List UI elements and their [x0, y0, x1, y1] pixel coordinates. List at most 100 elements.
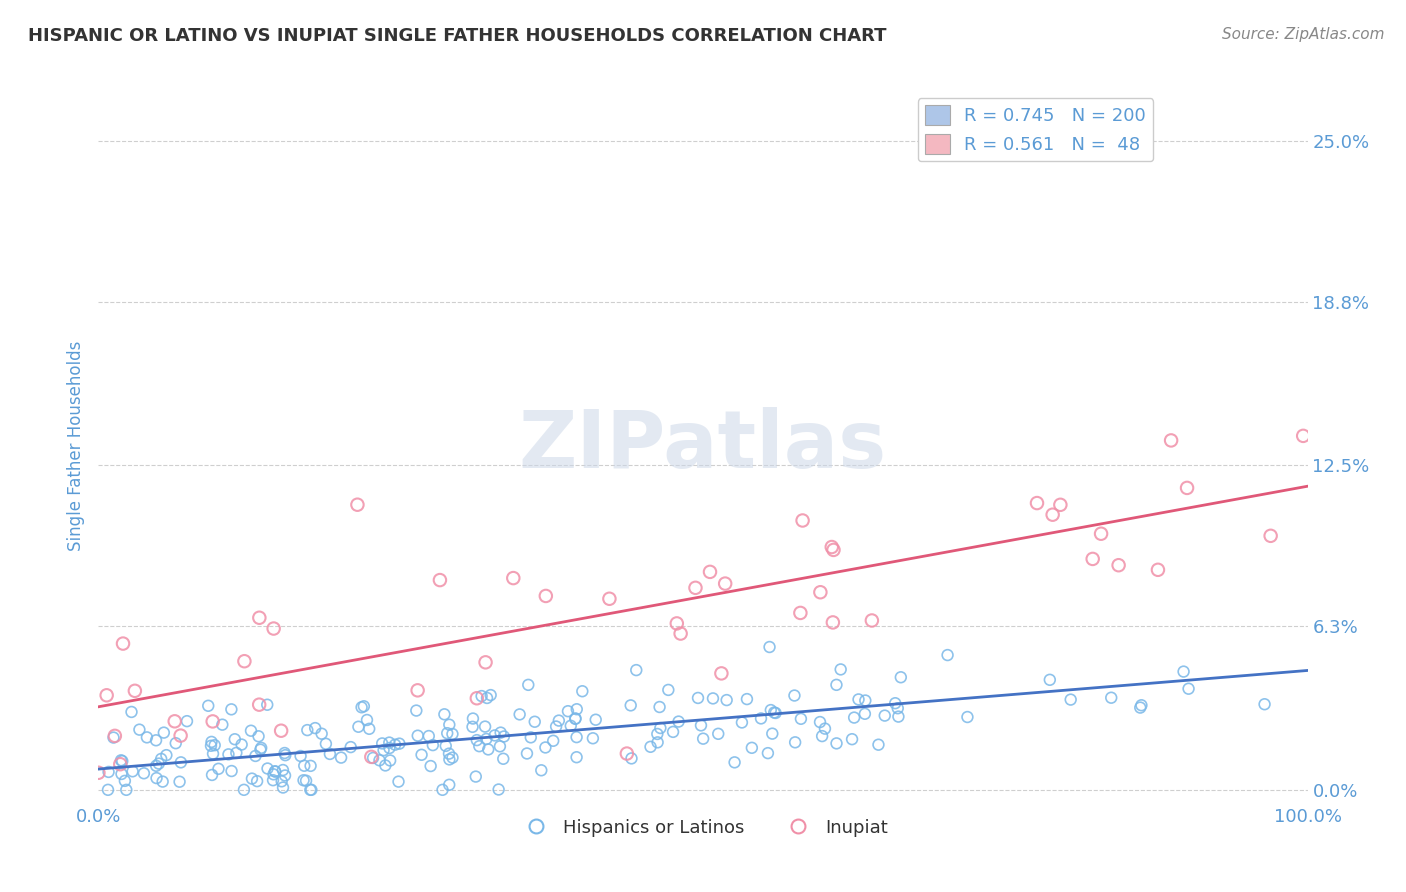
Legend: Hispanics or Latinos, Inupiat: Hispanics or Latinos, Inupiat: [510, 812, 896, 844]
Point: [565, 702, 588, 716]
Point: [690, 718, 713, 732]
Point: [330, 750, 353, 764]
Point: [201, 714, 224, 729]
Point: [110, 767, 132, 781]
Point: [489, 725, 512, 739]
Point: [169, 729, 191, 743]
Point: [1147, 563, 1170, 577]
Point: [1292, 429, 1315, 443]
Point: [844, 710, 866, 724]
Point: [1039, 673, 1062, 687]
Point: [564, 711, 586, 725]
Point: [662, 724, 685, 739]
Point: [547, 714, 569, 728]
Point: [890, 670, 912, 684]
Point: [165, 736, 187, 750]
Point: [821, 615, 844, 630]
Point: [246, 774, 269, 789]
Point: [378, 735, 401, 749]
Point: [668, 714, 690, 729]
Point: [714, 576, 737, 591]
Point: [135, 731, 157, 745]
Point: [297, 723, 319, 738]
Point: [176, 714, 198, 728]
Point: [145, 759, 167, 773]
Point: [295, 773, 318, 788]
Point: [273, 746, 295, 760]
Point: [1108, 558, 1130, 573]
Point: [145, 771, 167, 785]
Point: [465, 733, 488, 747]
Point: [565, 730, 588, 744]
Point: [211, 717, 233, 731]
Point: [250, 740, 273, 755]
Point: [150, 752, 173, 766]
Point: [1173, 665, 1195, 679]
Point: [406, 729, 429, 743]
Point: [620, 751, 643, 765]
Point: [640, 739, 662, 754]
Point: [204, 738, 226, 752]
Point: [373, 743, 395, 757]
Point: [475, 731, 498, 746]
Point: [808, 585, 831, 599]
Point: [821, 540, 844, 554]
Point: [710, 666, 733, 681]
Point: [388, 737, 411, 751]
Point: [956, 710, 979, 724]
Point: [263, 622, 285, 636]
Point: [830, 662, 852, 676]
Point: [170, 756, 193, 770]
Point: [247, 611, 270, 625]
Point: [350, 700, 373, 714]
Point: [475, 690, 498, 705]
Point: [299, 759, 322, 773]
Point: [765, 706, 787, 720]
Point: [868, 738, 890, 752]
Point: [571, 684, 593, 698]
Point: [647, 735, 669, 749]
Point: [756, 746, 779, 760]
Point: [699, 565, 721, 579]
Point: [356, 713, 378, 727]
Point: [270, 723, 292, 738]
Point: [361, 751, 384, 765]
Point: [256, 698, 278, 712]
Point: [884, 696, 907, 710]
Point: [271, 763, 294, 777]
Point: [274, 768, 297, 782]
Point: [232, 782, 254, 797]
Point: [1260, 529, 1282, 543]
Point: [783, 689, 806, 703]
Text: HISPANIC OR LATINO VS INUPIAT SINGLE FATHER HOUSEHOLDS CORRELATION CHART: HISPANIC OR LATINO VS INUPIAT SINGLE FAT…: [28, 27, 887, 45]
Point: [264, 764, 287, 779]
Point: [1060, 692, 1083, 706]
Point: [477, 742, 499, 756]
Point: [620, 698, 643, 713]
Point: [299, 782, 322, 797]
Point: [437, 747, 460, 761]
Point: [763, 706, 786, 720]
Point: [825, 678, 848, 692]
Point: [368, 753, 391, 767]
Point: [132, 766, 155, 780]
Point: [128, 723, 150, 737]
Point: [299, 782, 322, 797]
Point: [319, 747, 342, 761]
Point: [201, 768, 224, 782]
Point: [489, 739, 512, 754]
Point: [221, 764, 243, 778]
Point: [217, 747, 239, 762]
Point: [240, 723, 263, 738]
Point: [749, 711, 772, 725]
Point: [685, 581, 707, 595]
Point: [557, 704, 579, 718]
Point: [359, 722, 381, 736]
Point: [202, 747, 225, 761]
Point: [853, 693, 876, 707]
Point: [702, 691, 724, 706]
Point: [432, 782, 454, 797]
Point: [860, 614, 883, 628]
Point: [626, 663, 648, 677]
Point: [96, 688, 118, 702]
